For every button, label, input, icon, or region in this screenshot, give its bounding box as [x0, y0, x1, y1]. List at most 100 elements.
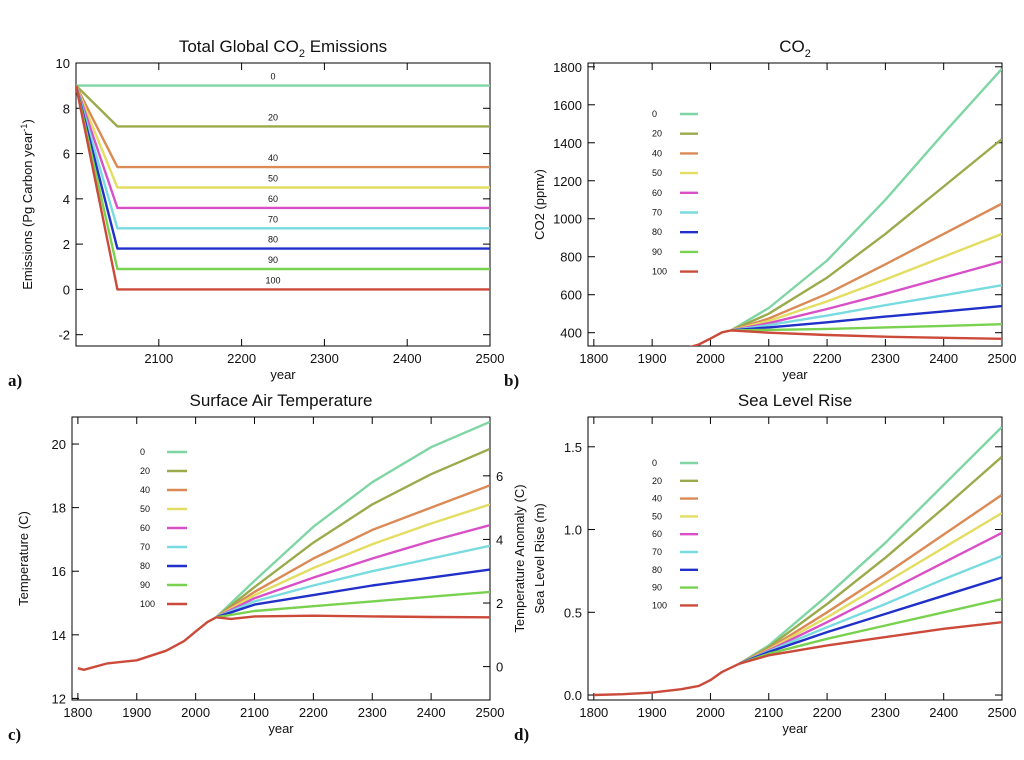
series-annotation: 60	[268, 194, 278, 204]
history-line	[593, 662, 741, 697]
x-tick-label: 2500	[476, 351, 505, 366]
x-tick-label: 2000	[696, 705, 725, 720]
x-tick-label: 1900	[122, 705, 151, 720]
panel-letter: b)	[504, 371, 519, 390]
y-tick-label: 12	[52, 691, 66, 706]
y2-axis-label: Temperature Anomaly (C)	[512, 484, 527, 632]
legend-label: 0	[140, 447, 145, 457]
series-line-90	[730, 323, 1002, 332]
series-line-90	[76, 85, 490, 271]
series-annotation: 0	[270, 72, 275, 82]
y-tick-label: 800	[560, 250, 582, 265]
legend-label: 40	[140, 485, 150, 495]
panel-d: 1800 1900 2000 2100 2200 2300 2400 2500 0.0 0.5 1.…	[514, 391, 1016, 744]
legend-label: 20	[140, 466, 150, 476]
x-tick-label: 2200	[227, 351, 256, 366]
x-axis-label: year	[782, 721, 808, 736]
x-tick-label: 1800	[579, 705, 608, 720]
legend-label: 60	[652, 529, 662, 539]
series-line-40	[215, 484, 490, 619]
y-tick-label: 8	[63, 101, 70, 116]
legend-label: 40	[652, 148, 662, 158]
x-tick-label: 2100	[144, 351, 173, 366]
x-tick-label: 2100	[754, 705, 783, 720]
chart-title: CO2	[779, 37, 811, 60]
series-line-20	[739, 455, 1002, 665]
y-tick-label: 2	[63, 237, 70, 252]
x-tick-label: 2100	[240, 705, 269, 720]
y-axis-label: Temperature (C)	[16, 511, 31, 606]
y-tick-label: 1200	[553, 174, 582, 189]
series-annotation: 90	[268, 255, 278, 265]
x-tick-label: 1800	[579, 351, 608, 366]
legend-label: 90	[652, 583, 662, 593]
series-line-90	[216, 590, 490, 619]
y-tick-label: 10	[56, 56, 70, 71]
series-annotation: 40	[268, 153, 278, 163]
y-tick-label: 400	[560, 326, 582, 341]
x-tick-label: 2400	[417, 705, 446, 720]
series-annotation: 70	[268, 214, 278, 224]
series-line-20	[215, 447, 490, 619]
legend-label: 80	[652, 227, 662, 237]
y-tick-label: 0	[63, 282, 70, 297]
series-line-40	[730, 202, 1002, 332]
legend-label: 20	[652, 476, 662, 486]
series-line-40	[76, 85, 490, 169]
panel-a: 2100 2200 2300 2400 2500 -2 0 2 4 6 8 10 Total Globa…	[8, 37, 504, 390]
legend-label: 50	[140, 504, 150, 514]
legend-label: 90	[652, 247, 662, 257]
series-line-0	[215, 420, 490, 619]
panel-letter: a)	[8, 371, 22, 390]
x-tick-label: 2400	[929, 705, 958, 720]
x-tick-label: 2100	[754, 351, 783, 366]
y-tick-label: 4	[63, 192, 70, 207]
y-tick-label: -2	[58, 328, 70, 343]
x-tick-label: 2000	[181, 705, 210, 720]
series-line-70	[730, 284, 1002, 332]
series-line-80	[215, 568, 490, 619]
x-tick-label: 2500	[988, 705, 1017, 720]
series-line-70	[215, 544, 490, 619]
legend: 0 20 40 50 60 70 80 90 100	[652, 458, 698, 610]
y-tick-label: 0.5	[564, 605, 582, 620]
legend-label: 70	[652, 547, 662, 557]
x-axis-label: year	[268, 721, 294, 736]
x-tick-label: 2300	[871, 705, 900, 720]
legend-label: 90	[140, 580, 150, 590]
y-axis-label: Sea Level Rise (m)	[532, 503, 547, 614]
x-tick-label: 1800	[63, 705, 92, 720]
legend-label: 40	[652, 494, 662, 504]
y-tick-label: 1800	[553, 60, 582, 75]
series-annotation: 80	[268, 235, 278, 245]
y-tick-label: 6	[63, 147, 70, 162]
x-tick-label: 1900	[638, 705, 667, 720]
x-tick-label: 2300	[310, 351, 339, 366]
chart-title: Sea Level Rise	[738, 391, 852, 410]
x-tick-label: 2200	[813, 705, 842, 720]
y-tick-label: 1.5	[564, 440, 582, 455]
legend-label: 20	[652, 129, 662, 139]
y2-tick-label: 4	[496, 532, 503, 547]
panel-c: 1800 1900 2000 2100 2200 2300 2400 250012141618…	[8, 391, 527, 744]
legend-label: 50	[652, 168, 662, 178]
series-line-20	[730, 138, 1002, 332]
series-line-100	[739, 621, 1002, 665]
y2-tick-label: 2	[496, 596, 503, 611]
y-tick-label: 1.0	[564, 523, 582, 538]
series-line-80	[76, 85, 490, 250]
series-group	[593, 426, 1002, 697]
series-annotation: 100	[265, 275, 280, 285]
plot-frame	[75, 62, 491, 347]
series-line-80	[730, 304, 1002, 332]
y2-tick-label: 0	[496, 660, 503, 675]
legend-label: 80	[652, 565, 662, 575]
x-tick-label: 2200	[299, 705, 328, 720]
legend-label: 50	[652, 511, 662, 521]
legend-label: 60	[652, 188, 662, 198]
x-tick-label: 2500	[476, 705, 505, 720]
series-line-50	[730, 232, 1002, 332]
legend-label: 0	[652, 458, 657, 468]
x-tick-label: 2400	[393, 351, 422, 366]
